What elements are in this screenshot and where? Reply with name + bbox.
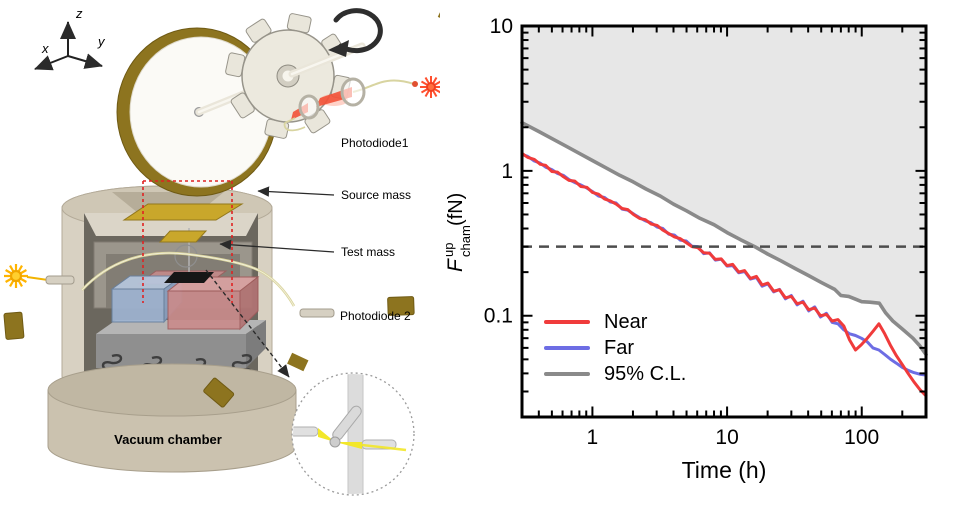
photodiode1-label: Photodiode1 [341,136,409,150]
source-mass-label: Source mass [341,188,411,202]
apparatus-diagram: x y z [3,0,440,496]
inset-pointer-arrow [205,269,290,378]
y-tick-label: 10 [490,15,513,38]
lens-ring-1 [340,77,366,107]
photodiode2-label: Photodiode 2 [340,309,411,323]
y-axis-letter: y [97,34,106,49]
test-mass-arrow [219,239,335,253]
fiber-feedthrough [45,275,75,285]
vertical-fiber-band [347,374,364,494]
z-axis-letter: z [75,6,83,21]
test-mass-label: Test mass [341,245,395,259]
series-line-near [520,151,928,398]
plot-layers: 1 10 100 10 1 0.1 [484,15,928,449]
projection-dashed-lines [142,180,233,303]
series-line-95-c-l- [520,120,928,357]
test-mass-gold-plate [158,230,208,243]
rotation-arrow [328,8,383,57]
x-axis-letter: x [41,41,49,56]
x-tick-label: 100 [844,426,879,449]
photodiode2-collimator [299,308,335,318]
input-beam [26,276,49,281]
plot-border [520,24,928,419]
optical-fiber-core [81,252,295,307]
y-title-unit: (fN) [445,193,467,226]
legend: Near Far 95% C.L. [544,309,686,387]
inset-beam-right [335,442,362,449]
y-title-sub: cham [458,225,473,257]
legend-label-cl: 95% C.L. [604,363,687,385]
lens-ring-2 [298,94,320,120]
legend-label-near: Near [604,311,648,333]
legend-item-cl: 95% C.L. [544,361,686,387]
legend-item-far: Far [544,335,686,361]
far-line-swatch [544,346,590,350]
coordinate-axes [34,21,103,71]
cl-line-swatch [544,372,590,376]
inset-beam-left [318,428,335,442]
source-mass-sector-plate [122,203,244,221]
x-tick-label: 10 [715,426,738,449]
test-mass-plate [164,272,214,283]
chamber-base [47,363,297,473]
y-tick-label: 1 [501,160,513,183]
y-tick-label: 0.1 [484,305,513,328]
inset-detail [291,372,415,496]
yellow-laser-star [4,264,28,288]
red-laser-star [420,76,440,98]
legend-label-far: Far [604,337,634,359]
y-title-symbol: F [444,258,467,272]
x-axis-arrow [34,55,69,71]
left-fiber-rod [293,426,319,437]
disk-tabs [3,296,415,408]
photodiode1-optics [283,77,418,132]
vacuum-chamber-label: Vacuum chamber [114,432,222,447]
near-line-swatch [544,320,590,324]
source-mass-arrow [257,186,335,197]
y-axis-title: F up cham (fN) [440,193,475,272]
force-vs-time-chart: 1 10 100 10 1 0.1 Time (h) F up cham (fN) [440,15,928,483]
legend-item-near: Near [544,309,686,335]
confidence-excluded-region [522,26,926,355]
ball-lens [329,436,341,448]
x-axis-title: Time (h) [682,457,767,483]
x-tick-label: 1 [587,426,599,449]
fiber-connector [412,81,418,87]
y-axis-arrow [67,53,103,69]
red-mass-block [166,275,260,331]
y-title-sup: up [441,243,456,257]
